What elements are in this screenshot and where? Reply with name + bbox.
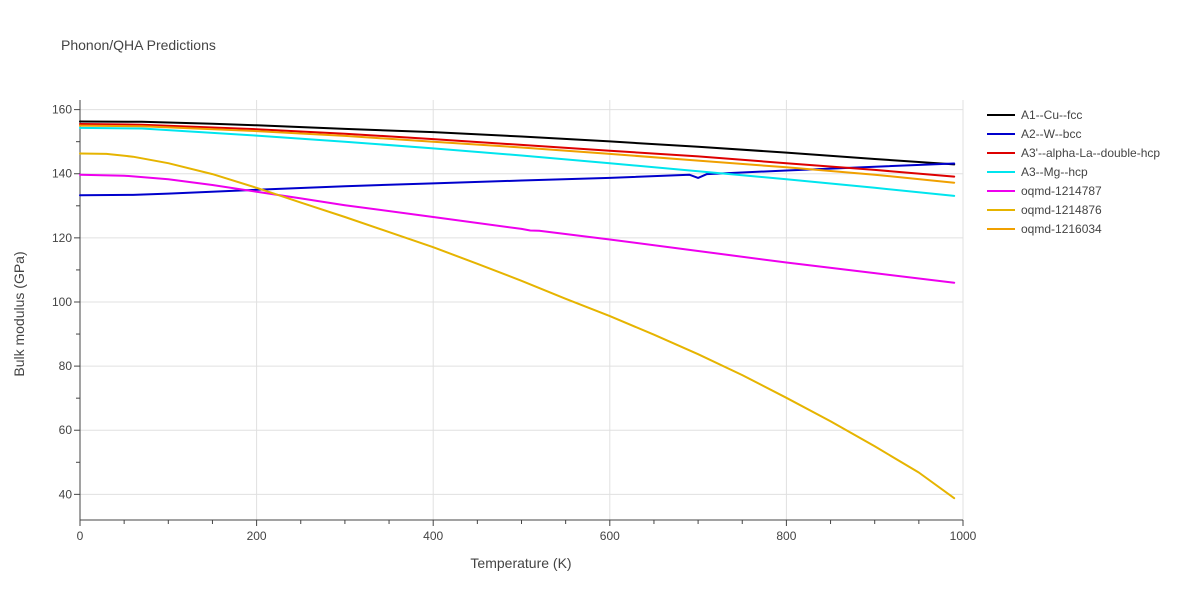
legend-label-3: A3--Mg--hcp [1021, 165, 1088, 179]
x-tick-label: 600 [600, 529, 620, 543]
series-line-3 [79, 126, 956, 197]
series-line-5 [79, 152, 956, 500]
series-line-0 [79, 120, 956, 166]
legend-label-5: oqmd-1214876 [1021, 203, 1102, 217]
chart-title: Phonon/QHA Predictions [61, 37, 216, 53]
y-tick-label: 160 [52, 103, 72, 117]
legend-label-4: oqmd-1214787 [1021, 184, 1102, 198]
x-tick-label: 200 [247, 529, 267, 543]
y-tick-label: 60 [59, 423, 73, 437]
legend-label-6: oqmd-1216034 [1021, 222, 1102, 236]
legend-label-0: A1--Cu--fcc [1021, 108, 1082, 122]
y-tick-label: 80 [59, 359, 73, 373]
x-axis-title: Temperature (K) [470, 555, 571, 571]
series-line-2 [79, 123, 956, 178]
grid [80, 100, 964, 520]
legend-label-1: A2--W--bcc [1021, 127, 1081, 141]
y-axis-title: Bulk modulus (GPa) [11, 251, 27, 376]
series-line-6 [79, 124, 956, 184]
y-tick-label: 100 [52, 295, 72, 309]
series-line-1 [79, 162, 956, 197]
legend: A1--Cu--fcc A2--W--bcc A3'--alpha-La--doub… [987, 108, 1160, 236]
y-tick-label: 140 [52, 167, 72, 181]
series-line-4 [79, 173, 956, 284]
axes: 0 200 400 600 800 1000 40 60 80 100 120 140 160 [52, 100, 977, 543]
y-tick-label: 120 [52, 231, 72, 245]
plot-area [79, 120, 956, 500]
x-tick-label: 1000 [950, 529, 977, 543]
x-tick-label: 800 [776, 529, 796, 543]
y-tick-label: 40 [59, 487, 73, 501]
legend-label-2: A3'--alpha-La--double-hcp [1021, 146, 1160, 160]
x-tick-label: 400 [423, 529, 443, 543]
x-tick-label: 0 [77, 529, 84, 543]
